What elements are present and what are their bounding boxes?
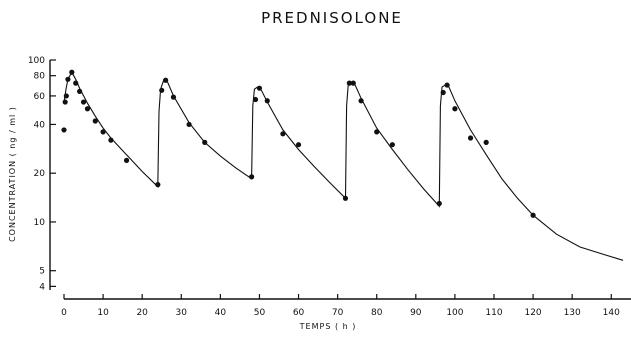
data-point [186,121,192,128]
y-tick-label: 100 [28,56,45,66]
data-point [202,139,208,145]
x-ticks: 0 10 20 30 40 50 60 70 80 90 100 110 120 130 140 [61,294,620,318]
data-point [155,182,161,188]
x-tick-label: 130 [564,308,581,318]
data-point [84,106,91,112]
data-point [69,69,75,75]
data-point [295,142,302,148]
data-point [374,129,380,135]
x-tick-label: 120 [524,308,541,318]
x-tick-label: 80 [371,308,383,318]
data-point [440,89,446,96]
data-point [123,157,130,163]
x-tick-label: 30 [176,308,188,318]
data-point [467,135,474,141]
y-tick-label: 60 [34,92,46,102]
data-point [159,87,165,93]
data-point [483,139,489,145]
data-point [280,131,286,137]
data-point [80,99,87,105]
data-point [436,200,442,207]
x-tick-label: 40 [215,308,227,318]
data-point [530,212,536,218]
y-axis-title: CONCENTRATION ( ng / ml ) [8,106,17,242]
chart-title: PREDNISOLONE [261,9,403,27]
data-point [252,96,259,103]
data-point [63,93,69,99]
data-point [61,127,67,133]
data-point [444,82,450,88]
x-tick-label: 10 [97,308,109,318]
y-tick-label: 40 [34,120,46,130]
data-point [62,99,68,105]
x-tick-label: 60 [293,308,305,318]
data-point [358,98,364,104]
x-tick-label: 90 [410,308,422,318]
data-point [350,80,356,86]
x-tick-label: 140 [603,308,620,318]
data-point [389,142,395,148]
x-tick-label: 110 [485,308,502,318]
data-point [342,195,349,201]
data-point [73,80,79,86]
y-tick-label: 10 [34,218,46,228]
fitted-curve [63,71,624,261]
data-point [77,88,83,94]
data-point [256,85,263,91]
data-point [100,129,106,135]
y-tick-label: 80 [34,72,46,82]
data-point [346,80,352,86]
x-tick-label: 70 [332,308,344,318]
data-points [61,69,536,218]
data-point [65,76,71,82]
y-tick-label: 5 [39,267,45,277]
data-point [249,174,255,180]
data-point [452,106,458,112]
data-point [163,77,169,83]
x-tick-label: 0 [61,308,67,318]
y-tick-label: 4 [39,282,45,292]
data-point [170,94,177,100]
x-tick-label: 100 [446,308,463,318]
x-axis-title: TEMPS ( h ) [299,322,357,331]
data-point [108,137,114,143]
data-point [92,118,98,124]
data-point [264,98,270,104]
x-tick-label: 50 [254,308,266,318]
x-tick-label: 20 [136,308,148,318]
y-tick-label: 20 [34,169,46,179]
y-ticks: 4 5 10 20 40 60 80 100 [28,56,56,292]
